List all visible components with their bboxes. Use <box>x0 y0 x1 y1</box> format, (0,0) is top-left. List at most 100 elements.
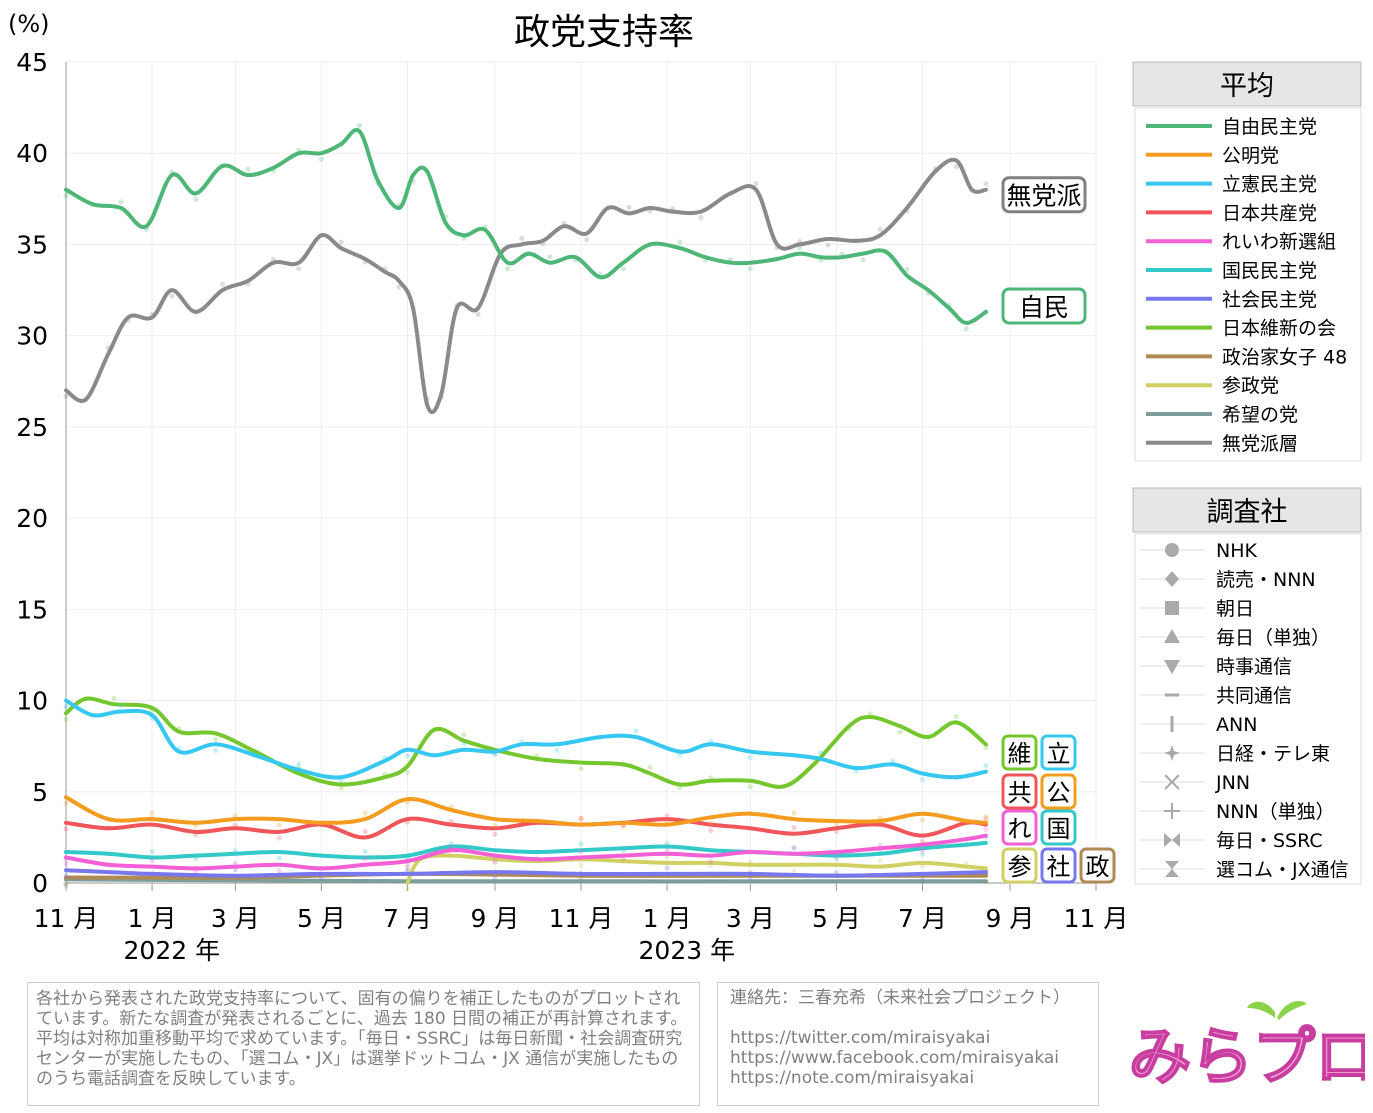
legend-pollster-item: 読売・NNN <box>1216 569 1316 591</box>
poll-point <box>63 716 69 722</box>
poll-point <box>276 868 282 874</box>
series-line-9 <box>405 853 988 885</box>
poll-point <box>63 703 69 710</box>
poll-point <box>708 820 714 826</box>
poll-point <box>983 879 989 885</box>
legend-average-item: 希望の党 <box>1222 404 1298 426</box>
y-tick-label: 25 <box>16 413 48 442</box>
poll-point <box>212 747 219 753</box>
party-badge-box <box>1001 809 1038 846</box>
party-badge-box <box>1040 809 1077 846</box>
poll-point <box>791 825 797 831</box>
party-badge-text: 立 <box>1047 740 1071 768</box>
poll-point <box>396 284 402 290</box>
poll-point <box>149 848 155 855</box>
y-tick-label: 35 <box>16 230 48 259</box>
dash-marker-icon <box>1165 693 1179 697</box>
circle-marker-icon <box>1165 543 1179 557</box>
series-line-7 <box>64 696 988 789</box>
x-tick-label: 1 月 <box>128 904 177 933</box>
legend-pollster-item: 朝日 <box>1216 598 1254 620</box>
link-note[interactable]: https://note.com/miraisyakai <box>730 1068 975 1088</box>
legend-average-item: 自由民主党 <box>1222 116 1317 138</box>
poll-point <box>492 822 498 828</box>
series-line-10 <box>64 877 988 884</box>
vbar-marker-icon <box>1170 716 1174 732</box>
poll-point <box>169 293 175 299</box>
poll-point <box>584 236 590 243</box>
party-badge-box <box>1040 734 1077 771</box>
triangle-up-marker-icon <box>1164 629 1180 643</box>
end-label-text: 自民 <box>1019 293 1069 322</box>
poll-point <box>818 750 824 756</box>
poll-point <box>633 728 639 734</box>
poll-point <box>220 281 226 287</box>
end-label-text: 無党派 <box>1006 182 1081 211</box>
year-label: 2022 年 <box>124 936 221 965</box>
poll-point <box>753 181 759 187</box>
link-facebook[interactable]: https://www.facebook.com/miraisyakai <box>730 1048 1060 1068</box>
legend-average-item: 国民民主党 <box>1222 260 1317 282</box>
poll-point <box>475 311 481 317</box>
legend-pollster-item: 毎日・SSRC <box>1216 830 1323 852</box>
poll-point <box>362 856 368 862</box>
poll-point <box>791 810 797 816</box>
party-badge-box <box>1040 773 1077 810</box>
footer-note-box: 各社から発表された政党支持率について、固有の偏りを補正したものがプロットされてい… <box>27 982 700 1106</box>
poll-point <box>647 764 653 771</box>
party-badge-3: 公 <box>1040 773 1077 810</box>
x-tick-label: 3 月 <box>211 904 260 933</box>
poll-point <box>63 882 69 888</box>
poll-point <box>897 729 903 735</box>
poll-point <box>404 753 411 759</box>
poll-point <box>519 235 525 242</box>
poll-point <box>63 860 69 867</box>
poll-point <box>554 747 560 753</box>
square-marker-icon <box>1165 601 1179 615</box>
party-badge-box <box>1040 847 1077 884</box>
legend-pollster-item: NHK <box>1216 540 1258 562</box>
bowtie-marker-icon <box>1164 833 1180 847</box>
poll-point <box>63 826 69 832</box>
hourglass-marker-icon <box>1165 861 1179 877</box>
x-tick-label: 5 月 <box>812 904 861 933</box>
link-twitter[interactable]: https://twitter.com/miraisyakai <box>730 1028 991 1048</box>
party-badge-text: 公 <box>1047 779 1071 807</box>
legend-pollster-item: NNN（単独） <box>1216 801 1335 823</box>
legend-average-item: 政治家女子 48 <box>1222 346 1347 368</box>
poll-point <box>983 826 989 833</box>
poll-point <box>492 859 498 865</box>
poll-point <box>963 326 969 332</box>
poll-point <box>63 393 69 399</box>
legend-average-item: 参政党 <box>1222 375 1279 397</box>
legend-pollsters-header <box>1132 487 1362 533</box>
x-tick-label: 9 月 <box>986 904 1035 933</box>
series-line-2 <box>64 698 988 780</box>
party-badge-6: 参 <box>1001 847 1038 884</box>
poll-point <box>620 266 626 272</box>
poll-point <box>698 215 704 221</box>
year-label: 2023 年 <box>639 936 736 965</box>
x-tick-label: 9 月 <box>471 904 520 933</box>
poll-point <box>904 266 910 273</box>
series-line-11 <box>64 157 988 415</box>
series-line-0 <box>64 127 988 325</box>
poll-point <box>983 744 989 750</box>
legend-pollsters-body <box>1134 533 1362 885</box>
poll-point <box>212 736 219 742</box>
legend-pollster-item: JNN <box>1215 772 1250 794</box>
plot-area: 0 5 10 15 20 25 30 35 40 45 11 月 1 月 3 月 5 月 7 月 9 月 11 … <box>16 48 1128 965</box>
y-tick-label: 15 <box>16 595 48 624</box>
poll-point <box>983 814 989 820</box>
x-tick-label: 7 月 <box>898 904 947 933</box>
end-label-box <box>1001 287 1087 325</box>
party-badge-5: 国 <box>1040 809 1077 846</box>
poll-point <box>404 865 411 871</box>
poll-point <box>953 163 959 170</box>
legend-average-header <box>1132 61 1362 107</box>
poll-point <box>919 838 926 845</box>
poll-point <box>791 845 797 851</box>
series-line-6 <box>64 868 988 878</box>
poll-point <box>578 816 584 822</box>
legend-pollster-item: 選コム・JX通信 <box>1216 859 1349 881</box>
